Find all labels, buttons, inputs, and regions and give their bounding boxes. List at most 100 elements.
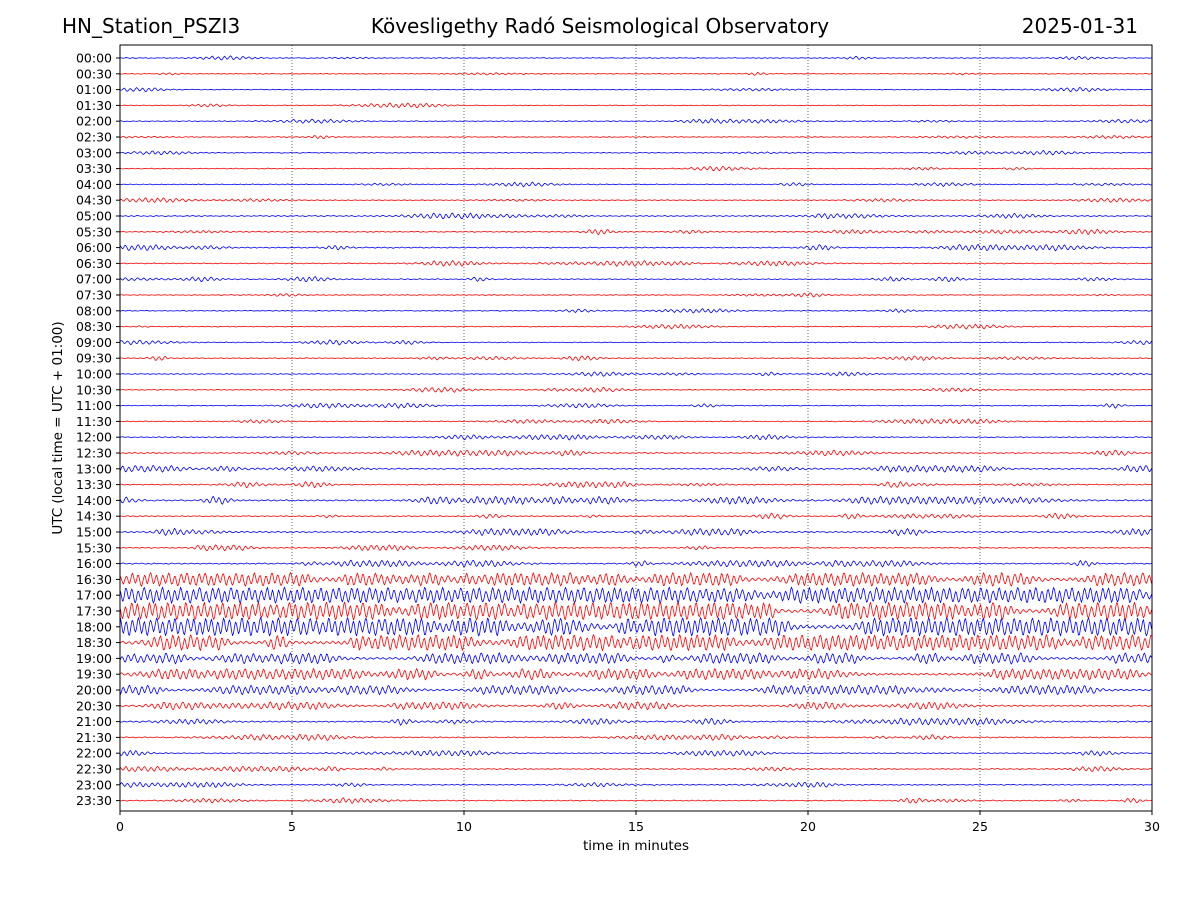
trace-1830 <box>119 634 1152 652</box>
trace-1900 <box>119 652 1152 665</box>
y-tick-label: 19:30 <box>76 667 112 682</box>
y-tick-label: 06:00 <box>76 240 112 255</box>
y-tick-label: 03:00 <box>76 145 112 160</box>
x-tick-label: 15 <box>628 819 644 834</box>
trace-1030 <box>119 386 1152 393</box>
y-tick-label: 11:30 <box>76 414 112 429</box>
y-tick-label: 23:00 <box>76 777 112 792</box>
trace-0630 <box>119 260 1152 267</box>
y-tick-label: 16:00 <box>76 556 112 571</box>
y-tick-label: 08:00 <box>76 303 112 318</box>
y-tick-label: 21:30 <box>76 730 112 745</box>
y-tick-label: 09:30 <box>76 351 112 366</box>
grid-lines <box>291 45 981 811</box>
y-tick-label: 22:30 <box>76 762 112 777</box>
y-tick-label: 10:00 <box>76 367 112 382</box>
y-tick-label: 00:30 <box>76 66 112 81</box>
x-tick-label: 5 <box>288 819 296 834</box>
y-axis-label: UTC (local time = UTC + 01:00) <box>50 321 66 534</box>
trace-1600 <box>119 559 1152 568</box>
trace-0800 <box>119 308 1152 314</box>
y-tick-label: 18:00 <box>76 619 112 634</box>
trace-2200 <box>119 749 1152 757</box>
y-tick-label: 13:00 <box>76 461 112 476</box>
x-tick-label: 25 <box>972 819 988 834</box>
trace-2300 <box>119 781 1152 788</box>
y-tick-label: 14:30 <box>76 509 112 524</box>
trace-0930 <box>119 355 1152 362</box>
trace-0130 <box>119 102 1152 109</box>
y-tick-label: 04:00 <box>76 177 112 192</box>
trace-0400 <box>119 181 1152 188</box>
trace-1100 <box>119 402 1152 409</box>
y-tick-label: 18:30 <box>76 635 112 650</box>
trace-2000 <box>119 684 1152 696</box>
y-tick-label: 12:30 <box>76 446 112 461</box>
x-axis-ticks: 0 5 10 15 20 25 30 <box>116 811 1160 834</box>
y-tick-label: 12:00 <box>76 430 112 445</box>
trace-0030 <box>119 71 1152 76</box>
trace-0000 <box>119 55 1152 61</box>
y-axis-ticks: 00:0000:3001:0001:3002:0002:3003:0003:30… <box>76 51 120 808</box>
x-axis-label: time in minutes <box>583 838 689 854</box>
trace-1630 <box>119 572 1152 587</box>
trace-1400 <box>119 495 1152 505</box>
trace-2330 <box>119 797 1152 804</box>
trace-0700 <box>119 276 1152 283</box>
x-tick-label: 20 <box>800 819 816 834</box>
trace-0430 <box>119 197 1152 203</box>
y-tick-label: 11:00 <box>76 398 112 413</box>
y-tick-label: 14:00 <box>76 493 112 508</box>
trace-1230 <box>119 449 1152 457</box>
trace-1930 <box>119 668 1152 681</box>
x-tick-label: 10 <box>456 819 472 834</box>
trace-2100 <box>119 717 1152 726</box>
y-tick-label: 03:30 <box>76 161 112 176</box>
y-tick-label: 02:30 <box>76 130 112 145</box>
trace-0330 <box>119 165 1152 172</box>
y-tick-label: 20:00 <box>76 683 112 698</box>
trace-0830 <box>119 323 1152 330</box>
station-name: HN_Station_PSZI3 <box>62 14 241 38</box>
y-tick-label: 09:00 <box>76 335 112 350</box>
y-tick-label: 20:30 <box>76 698 112 713</box>
x-tick-label: 0 <box>116 819 124 834</box>
trace-1430 <box>119 512 1152 520</box>
plot-date: 2025-01-31 <box>1021 14 1138 38</box>
trace-0200 <box>119 118 1152 124</box>
trace-0230 <box>119 135 1152 140</box>
y-tick-label: 07:00 <box>76 272 112 287</box>
trace-2130 <box>119 733 1152 741</box>
y-tick-label: 05:00 <box>76 209 112 224</box>
y-tick-label: 00:00 <box>76 51 112 66</box>
trace-1800 <box>119 617 1152 637</box>
trace-1300 <box>119 465 1152 473</box>
y-tick-label: 02:00 <box>76 114 112 129</box>
y-tick-label: 08:30 <box>76 319 112 334</box>
trace-0900 <box>119 339 1152 346</box>
y-tick-label: 22:00 <box>76 746 112 761</box>
y-tick-label: 15:30 <box>76 540 112 555</box>
y-tick-label: 06:30 <box>76 256 112 271</box>
trace-1700 <box>119 586 1152 604</box>
y-tick-label: 04:30 <box>76 193 112 208</box>
y-tick-label: 17:00 <box>76 588 112 603</box>
y-tick-label: 15:00 <box>76 525 112 540</box>
seismic-traces <box>119 55 1152 804</box>
trace-1000 <box>119 371 1152 377</box>
trace-0300 <box>119 150 1152 156</box>
y-tick-label: 01:00 <box>76 82 112 97</box>
y-tick-label: 19:00 <box>76 651 112 666</box>
y-tick-label: 16:30 <box>76 572 112 587</box>
trace-1730 <box>119 601 1152 621</box>
trace-1330 <box>119 481 1152 489</box>
y-tick-label: 05:30 <box>76 224 112 239</box>
y-tick-label: 21:00 <box>76 714 112 729</box>
y-tick-label: 01:30 <box>76 98 112 113</box>
trace-1200 <box>119 434 1152 441</box>
trace-0500 <box>119 212 1152 220</box>
trace-1130 <box>119 418 1152 425</box>
y-tick-label: 07:30 <box>76 288 112 303</box>
trace-0100 <box>119 87 1152 93</box>
